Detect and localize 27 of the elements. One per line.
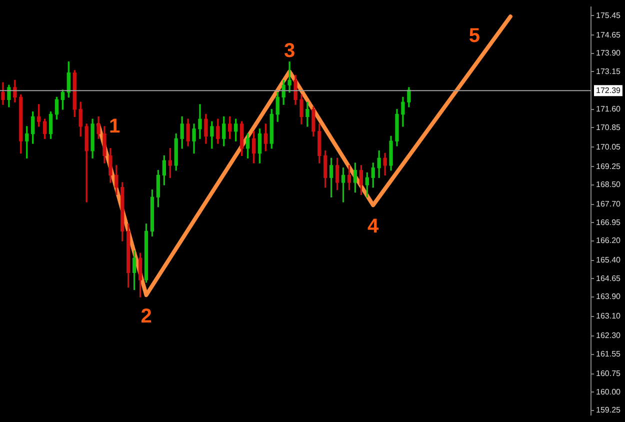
y-tick-label: 169.25 <box>596 162 622 171</box>
y-tick-label: 175.45 <box>596 10 622 20</box>
y-tick-label: 174.65 <box>596 30 622 40</box>
ref-line-label: 172.39 <box>596 86 622 95</box>
annotation: 3 <box>284 40 296 62</box>
y-tick-label: 164.65 <box>596 274 622 283</box>
y-tick-label: 170.85 <box>596 122 622 132</box>
y-tick-label: 168.50 <box>596 180 622 190</box>
y-tick-label: 159.25 <box>596 406 622 415</box>
y-tick-label: 171.60 <box>596 104 622 114</box>
y-tick-label: 166.20 <box>596 236 622 246</box>
y-tick-label: 160.00 <box>596 387 622 396</box>
y-tick-label: 167.70 <box>596 200 622 209</box>
y-tick-label: 163.10 <box>596 312 622 321</box>
annotation: 5 <box>468 25 480 48</box>
y-tick-label: 166.95 <box>596 218 622 227</box>
annotation: 2 <box>140 306 152 328</box>
y-tick-label: 170.05 <box>596 142 622 152</box>
y-tick-label: 162.30 <box>596 331 622 340</box>
y-tick-label: 160.75 <box>596 368 622 378</box>
annotation: 1 <box>108 116 120 138</box>
y-tick-label: 173.15 <box>596 66 622 76</box>
y-tick-label: 161.55 <box>596 349 622 358</box>
y-tick-label: 173.90 <box>596 48 622 58</box>
annotation: 4 <box>368 216 380 238</box>
y-tick-label: 163.90 <box>596 292 622 302</box>
y-tick-label: 165.40 <box>596 256 622 265</box>
